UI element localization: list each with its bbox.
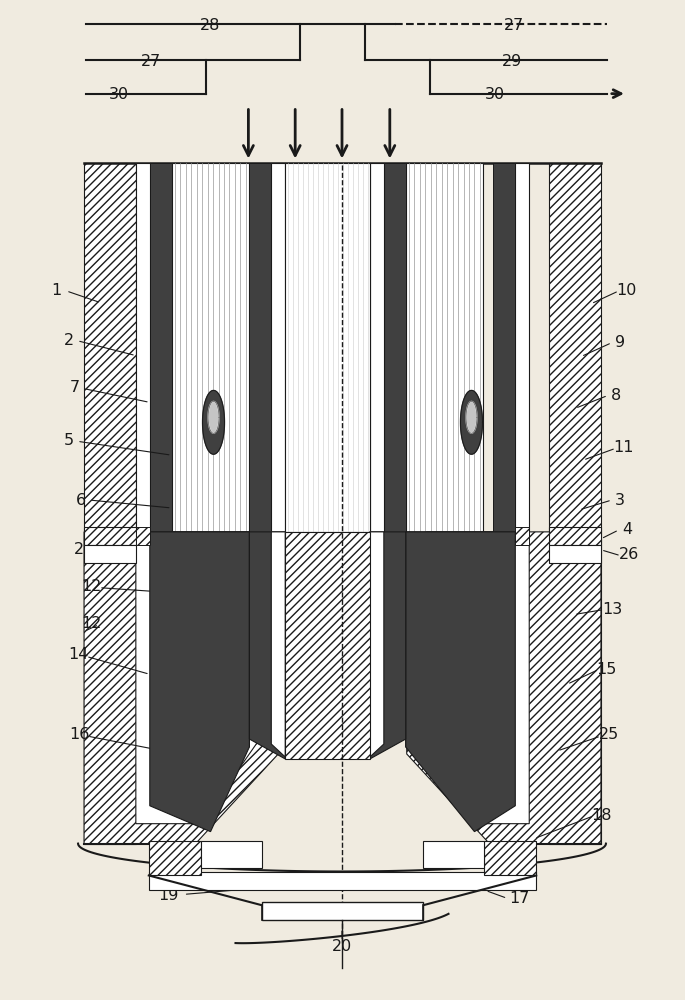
- Text: 7: 7: [70, 380, 80, 395]
- Text: 30: 30: [484, 87, 504, 102]
- Text: 30: 30: [109, 87, 129, 102]
- Text: 12: 12: [81, 616, 101, 631]
- Polygon shape: [427, 532, 530, 824]
- Bar: [136, 527, 150, 545]
- Text: 14: 14: [68, 647, 88, 662]
- Polygon shape: [84, 532, 278, 844]
- Bar: [423, 841, 484, 868]
- Polygon shape: [370, 532, 406, 759]
- Text: 13: 13: [602, 602, 622, 617]
- Text: 6: 6: [76, 493, 86, 508]
- Bar: [262, 902, 423, 920]
- Text: 28: 28: [200, 18, 221, 33]
- Bar: [172, 163, 249, 532]
- Polygon shape: [136, 532, 258, 824]
- Polygon shape: [271, 532, 285, 757]
- Polygon shape: [370, 532, 384, 757]
- Bar: [515, 163, 530, 532]
- Bar: [84, 163, 136, 844]
- Bar: [549, 545, 601, 563]
- Bar: [406, 163, 484, 532]
- Polygon shape: [407, 532, 601, 844]
- Polygon shape: [150, 532, 249, 832]
- Bar: [150, 163, 172, 532]
- Text: 4: 4: [622, 522, 632, 537]
- Polygon shape: [208, 401, 219, 433]
- Text: 9: 9: [615, 335, 625, 350]
- Text: 5: 5: [64, 433, 74, 448]
- Text: 16: 16: [69, 727, 89, 742]
- Text: 11: 11: [614, 440, 634, 455]
- Bar: [249, 163, 271, 532]
- Polygon shape: [172, 532, 249, 747]
- Polygon shape: [406, 532, 515, 832]
- Text: 26: 26: [619, 547, 639, 562]
- Text: 12: 12: [81, 579, 101, 594]
- Text: 3: 3: [615, 493, 625, 508]
- Polygon shape: [466, 401, 477, 433]
- Polygon shape: [249, 532, 285, 759]
- Text: 1: 1: [51, 283, 61, 298]
- Text: 8: 8: [611, 388, 621, 403]
- Text: 19: 19: [158, 888, 179, 903]
- Text: 29: 29: [502, 54, 523, 69]
- Bar: [84, 545, 136, 563]
- Bar: [84, 527, 136, 545]
- Bar: [149, 872, 536, 890]
- Bar: [370, 163, 384, 532]
- Text: 27: 27: [504, 18, 525, 33]
- Text: 2: 2: [64, 333, 74, 348]
- Bar: [384, 163, 406, 532]
- Polygon shape: [460, 390, 482, 454]
- Bar: [271, 163, 285, 532]
- Text: 15: 15: [597, 662, 617, 677]
- Bar: [493, 163, 515, 532]
- Polygon shape: [285, 532, 370, 759]
- Polygon shape: [203, 390, 225, 454]
- Text: 17: 17: [509, 891, 530, 906]
- Text: 27: 27: [140, 54, 161, 69]
- Bar: [515, 527, 530, 545]
- Bar: [149, 841, 201, 875]
- Bar: [484, 841, 536, 875]
- Text: 18: 18: [592, 808, 612, 823]
- Bar: [549, 163, 601, 844]
- Bar: [549, 527, 601, 545]
- Text: 25: 25: [599, 727, 619, 742]
- Polygon shape: [406, 532, 484, 747]
- Bar: [285, 163, 370, 532]
- Bar: [136, 163, 150, 532]
- Text: 20: 20: [332, 939, 352, 954]
- Bar: [201, 841, 262, 868]
- Text: 21: 21: [74, 542, 95, 557]
- Text: 10: 10: [616, 283, 637, 298]
